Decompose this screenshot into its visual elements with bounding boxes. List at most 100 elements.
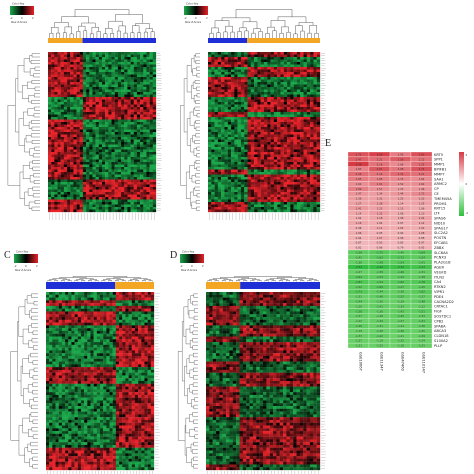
heatmap-cell	[136, 209, 141, 213]
heatmap-cell	[140, 67, 144, 70]
heatmap-cell	[237, 119, 242, 123]
heatmap-cell	[260, 99, 265, 103]
heatmap-cell	[73, 104, 77, 108]
heatmap-cell	[214, 77, 219, 80]
heatmap-cell	[73, 139, 77, 143]
heatmap-cell	[283, 52, 288, 55]
heatmap-cell	[146, 77, 150, 80]
heatmap-cell	[102, 57, 106, 60]
heatmap-cell	[117, 144, 122, 148]
heatmap-cell	[240, 57, 245, 60]
heatmap-cell	[296, 189, 301, 193]
heatmap-cell	[306, 62, 311, 65]
heatmap-cell	[224, 142, 228, 145]
heatmap-cell	[267, 202, 271, 205]
heatmap-cell	[76, 59, 80, 63]
heatmap-cell	[108, 147, 112, 150]
heatmap-cell	[250, 97, 255, 100]
heatmap-cell	[60, 189, 65, 193]
heatmap-cell	[316, 74, 321, 78]
heatmap-cell	[102, 62, 106, 65]
heatmap-cell	[293, 57, 298, 60]
heatmap-cell	[49, 303, 53, 307]
heatmap-cell	[149, 147, 153, 150]
heatmap-cell	[254, 52, 258, 55]
heatmap-cell	[76, 137, 80, 140]
heatmap-cell	[79, 127, 84, 130]
heatmap-cell	[57, 202, 61, 205]
heatmap-cell	[98, 189, 103, 193]
heatmap-cell	[227, 112, 232, 115]
heatmap-cell	[127, 132, 131, 135]
heatmap-cell	[270, 127, 275, 130]
heatmap-cell	[260, 159, 265, 163]
heatmap-cell	[316, 152, 321, 155]
heatmap-cell	[267, 72, 271, 75]
dendrogram-branch	[211, 27, 219, 34]
heatmap-cell	[208, 77, 212, 80]
heatmap-cell	[244, 197, 248, 200]
heatmap-cell	[136, 107, 141, 110]
heatmap-cell	[117, 184, 122, 188]
heatmap-cell	[117, 67, 122, 70]
heatmap-cell	[68, 300, 72, 304]
heatmap-cell	[105, 172, 109, 175]
heatmap-cell	[247, 177, 251, 180]
heatmap-cell	[70, 97, 74, 100]
heatmap-cell	[57, 89, 61, 93]
heatmap-cell	[136, 142, 141, 145]
heatmap-cell	[283, 62, 288, 65]
heatmap-cell	[260, 134, 265, 138]
heatmap-cell	[86, 162, 90, 165]
heatmap-cell	[306, 59, 311, 63]
heatmap-cell	[313, 157, 317, 160]
heatmap-cell	[217, 199, 222, 203]
heatmap-cell	[133, 149, 138, 153]
heatmap-cell	[149, 52, 153, 55]
heatmap-cell	[316, 112, 321, 115]
heatmap-cell	[211, 132, 215, 135]
heatmap-cell	[136, 69, 141, 73]
heatmap-cell	[79, 184, 84, 188]
heatmap-cell	[57, 137, 61, 140]
heatmap-cell	[121, 139, 125, 143]
heatmap-cell	[234, 132, 238, 135]
heatmap-cell	[130, 79, 134, 83]
heatmap-cell	[221, 109, 225, 113]
heatmap-cell	[310, 184, 314, 188]
heatmap-cell	[76, 107, 80, 110]
heatmap-cell	[280, 92, 284, 95]
heatmap-cell	[48, 149, 52, 153]
heatmap-cell	[79, 79, 84, 83]
heatmap-cell	[102, 72, 106, 75]
heatmap-cell	[287, 157, 291, 160]
heatmap-cell	[287, 139, 291, 143]
heatmap-cell	[146, 189, 150, 193]
heatmap-cell	[70, 117, 74, 120]
heatmap-cell	[54, 149, 58, 153]
heatmap-cell	[133, 77, 138, 80]
heatmap-cell	[79, 192, 84, 195]
heatmap-cell	[102, 54, 106, 58]
heatmap-cell	[140, 164, 144, 168]
heatmap-cell	[111, 177, 115, 180]
heatmap-cell	[82, 162, 87, 165]
heatmap-cell	[293, 82, 298, 85]
heatmap-cell	[257, 197, 261, 200]
dendrogram-branch	[62, 32, 67, 40]
heatmap-cell	[257, 67, 261, 70]
heatmap-cell	[250, 87, 255, 90]
heatmap-cell	[310, 207, 314, 210]
heatmap-cell	[136, 64, 141, 68]
heatmap-cell	[111, 184, 115, 188]
heatmap-cell	[227, 109, 232, 113]
heatmap-cell	[221, 157, 225, 160]
heatmap-cell	[313, 164, 317, 168]
heatmap-cell	[152, 79, 157, 83]
dendrogram-branch	[31, 206, 40, 211]
heatmap-cell	[114, 209, 119, 213]
heatmap-cell	[306, 79, 311, 83]
heatmap-cell	[224, 89, 228, 93]
heatmap-cell	[70, 202, 74, 205]
heatmap-cell	[105, 62, 109, 65]
